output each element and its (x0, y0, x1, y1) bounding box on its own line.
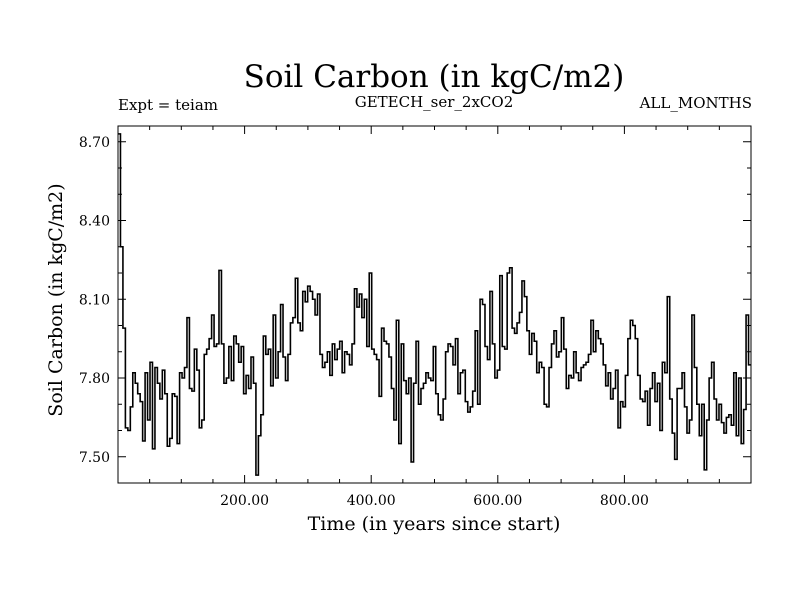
y-tick-label: 7.80 (79, 371, 110, 387)
x-axis-label: Time (in years since start) (308, 513, 561, 535)
y-tick-label: 8.10 (79, 292, 110, 308)
experiment-label: Expt = teiam (118, 96, 218, 114)
x-tick-label: 200.00 (220, 493, 269, 509)
months-label: ALL_MONTHS (639, 94, 752, 112)
soil-carbon-series-line (118, 133, 751, 476)
x-tick-label: 400.00 (347, 493, 396, 509)
y-tick-label: 7.50 (79, 450, 110, 466)
y-axis: 7.50 7.80 8.10 8.40 8.70 (79, 135, 751, 466)
y-tick-label: 8.40 (79, 214, 110, 230)
chart-title: Soil Carbon (in kgC/m2) (244, 59, 625, 95)
y-axis-label: Soil Carbon (in kgC/m2) (45, 183, 67, 416)
run-name-label: GETECH_ser_2xCO2 (355, 93, 514, 111)
y-tick-label: 8.70 (79, 135, 110, 151)
plot-frame (117, 125, 752, 484)
x-tick-label: 800.00 (600, 493, 649, 509)
x-tick-label: 600.00 (473, 493, 522, 509)
x-axis: 200.00 400.00 600.00 800.00 (149, 126, 720, 509)
